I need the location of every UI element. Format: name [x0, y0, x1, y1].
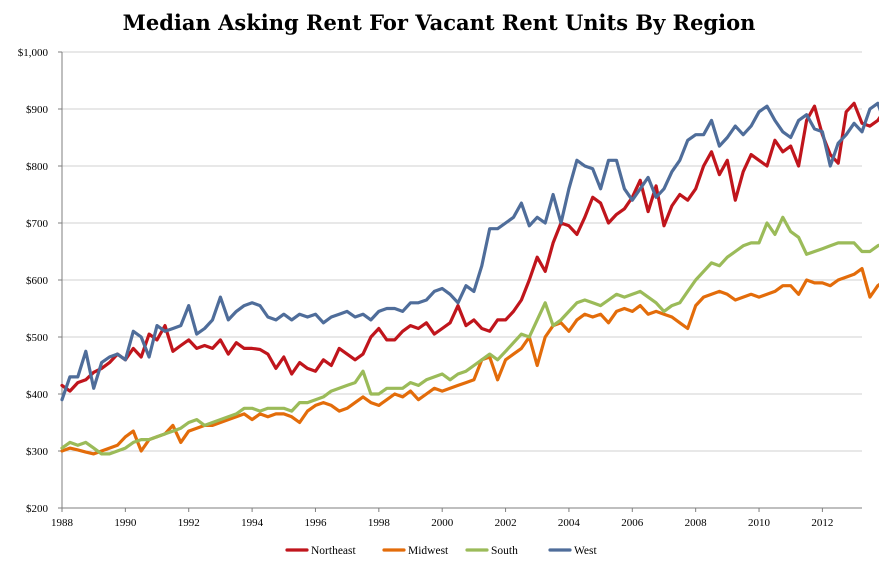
- x-tick-label: 2000: [431, 517, 454, 529]
- x-tick-label: 2008: [685, 517, 708, 529]
- x-tick-label: 2002: [495, 517, 517, 529]
- x-tick-label: 1994: [241, 517, 264, 529]
- legend-label: South: [491, 545, 518, 557]
- legend-label: Midwest: [408, 545, 449, 557]
- x-tick-label: 2004: [558, 517, 581, 529]
- x-axis-tick-labels: 1988 1990 1992 1994 1996 1998 2000 2002 2004 2006…: [51, 517, 833, 529]
- series-line-northeast: [60, 101, 879, 393]
- x-tick-label: 1996: [304, 517, 327, 529]
- y-tick-label: $200: [26, 503, 49, 515]
- y-tick-label: $600: [26, 275, 49, 287]
- y-tick-label: $1,000: [18, 47, 49, 59]
- series-line-south: [60, 215, 879, 456]
- series-lines: [60, 101, 879, 456]
- y-tick-label: $700: [26, 218, 49, 230]
- y-axis-tick-labels: $200 $300 $400 $500 $600 $700 $800 $900 $1,000: [18, 47, 49, 515]
- x-tick-label: 1998: [368, 517, 391, 529]
- x-tick-label: 2006: [621, 517, 644, 529]
- axes: [58, 51, 862, 512]
- x-tick-label: 1988: [51, 517, 74, 529]
- y-tick-label: $300: [26, 446, 49, 458]
- gridlines: [62, 51, 862, 452]
- legend-item-midwest: Midwest: [382, 545, 449, 557]
- x-tick-label: 2010: [748, 517, 771, 529]
- x-tick-label: 2012: [811, 517, 833, 529]
- legend-label: West: [574, 545, 598, 557]
- legend-label: Northeast: [311, 545, 357, 557]
- y-tick-label: $900: [26, 104, 49, 116]
- chart-title: Median Asking Rent For Vacant Rent Units…: [123, 10, 756, 35]
- series-line-midwest: [60, 267, 879, 456]
- x-tick-label: 1992: [178, 517, 200, 529]
- legend: Northeast Midwest South West: [285, 545, 598, 557]
- y-tick-label: $800: [26, 161, 49, 173]
- y-tick-label: $400: [26, 389, 49, 401]
- y-tick-label: $500: [26, 332, 49, 344]
- legend-item-south: South: [465, 545, 518, 557]
- legend-item-west: West: [548, 545, 598, 557]
- series-line-west: [60, 101, 879, 402]
- legend-item-northeast: Northeast: [285, 545, 357, 557]
- x-tick-label: 1990: [114, 517, 137, 529]
